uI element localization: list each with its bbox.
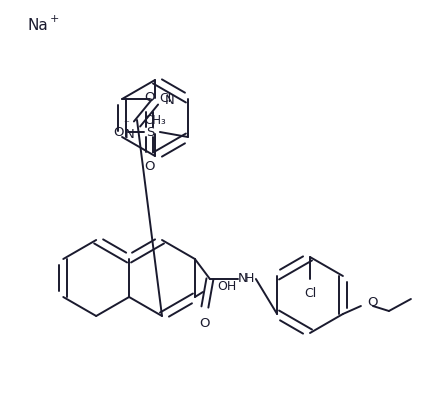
Text: Na: Na [28,18,49,33]
Text: N: N [165,94,175,107]
Text: O: O [367,297,377,310]
Text: Cl: Cl [304,287,316,300]
Text: O: O [200,317,210,330]
Text: O: O [114,125,124,139]
Text: O: O [145,91,155,104]
Text: N: N [125,127,135,140]
Text: N: N [238,273,248,285]
Text: S: S [146,125,154,139]
Text: CH₃: CH₃ [144,114,166,127]
Text: Cl: Cl [159,92,171,105]
Text: +: + [50,14,60,24]
Text: OH: OH [217,281,236,293]
Text: ⁻: ⁻ [123,119,129,129]
Text: O: O [145,160,155,173]
Text: H: H [245,273,254,285]
